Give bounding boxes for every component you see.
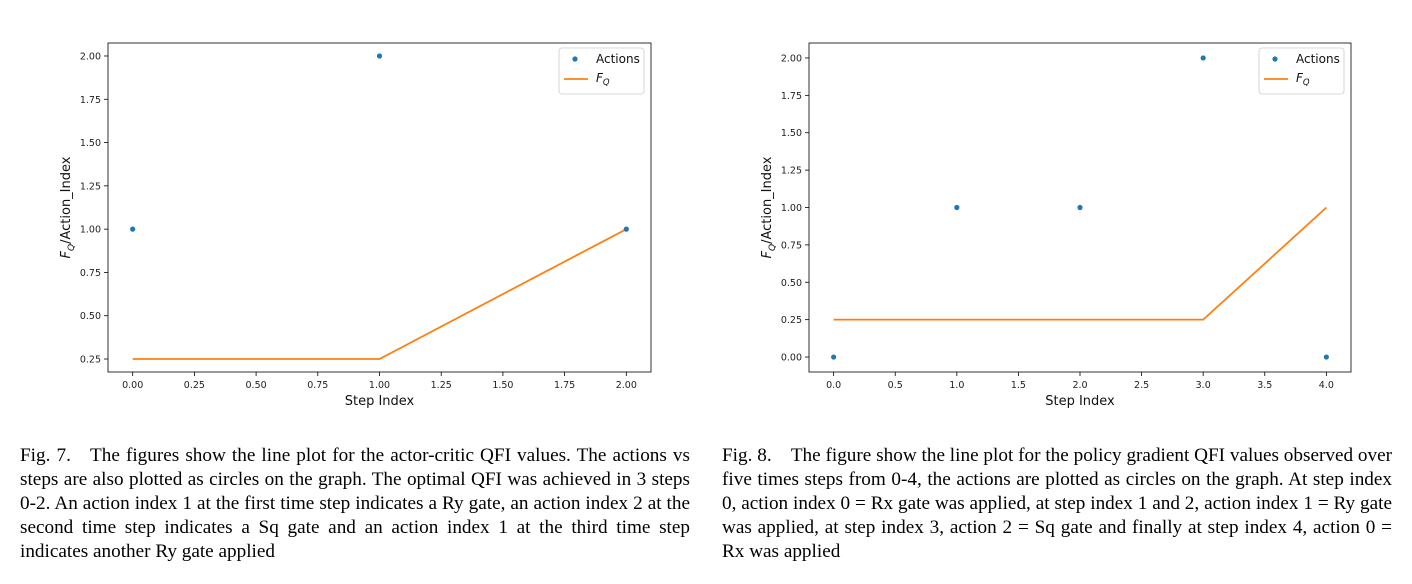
legend-label-fq: FQ	[596, 71, 610, 88]
legend-box	[558, 47, 645, 95]
x-tick-label: 0.00	[122, 380, 143, 391]
legend-label-actions: Actions	[1296, 52, 1340, 66]
action-point	[130, 226, 136, 232]
y-axis-label-rest: /Action_Index	[760, 156, 775, 244]
y-tick-label: 0.75	[781, 240, 802, 251]
y-axis-label-main: F	[59, 250, 74, 258]
x-tick-label: 1.75	[554, 380, 575, 391]
x-tick-label: 4.0	[1319, 380, 1334, 391]
x-tick-label: 2.0	[1072, 380, 1087, 391]
x-tick-label: 3.0	[1196, 380, 1211, 391]
chart-actor-critic: 0.00 0.25 0.50 0.75 1.00 1.25 1.50 1.75 2.00 0.25…	[59, 42, 652, 409]
y-tick-label: 0.25	[781, 315, 802, 326]
x-tick-label: 1.00	[369, 380, 390, 391]
y-tick-label: 0.00	[781, 353, 802, 364]
y-tick-label: 1.50	[80, 138, 101, 149]
y-axis-label-sub: Q	[768, 244, 778, 251]
action-point	[1077, 204, 1083, 211]
legend-marker-actions	[1272, 56, 1278, 62]
y-tick-label: 1.00	[781, 203, 802, 214]
y-tick-label: 1.75	[781, 91, 802, 102]
legend-box	[1258, 47, 1345, 95]
chart-policy-gradient: 0.0 0.5 1.0 1.5 2.0 2.5 3.0 3.5 4.0 0.00 0.25 0.50 0…	[760, 42, 1352, 409]
legend-label-fq: FQ	[1296, 71, 1310, 88]
legend-label-fq-main: F	[1296, 71, 1304, 85]
x-tick-label: 1.5	[1011, 380, 1026, 391]
y-axis-label-sub: Q	[67, 244, 77, 251]
figure-8: 0.0 0.5 1.0 1.5 2.0 2.5 3.0 3.5 4.0 0.00 0.25 0.50 0…	[706, 0, 1412, 584]
figure-7: 0.00 0.25 0.50 0.75 1.00 1.25 1.50 1.75 2.00 0.25…	[20, 42, 690, 562]
y-axis-label: FQ/Action_Index	[760, 156, 778, 258]
x-tick-label: 0.25	[184, 380, 205, 391]
y-tick-label: 2.00	[80, 51, 101, 62]
x-tick-label: 2.5	[1134, 380, 1149, 391]
legend-label-fq-sub: Q	[603, 78, 610, 88]
action-point	[1200, 55, 1206, 61]
y-tick-label: 0.75	[80, 268, 101, 279]
y-tick-label: 1.00	[80, 225, 101, 236]
x-tick-label: 1.50	[492, 380, 513, 391]
x-tick-label: 2.00	[616, 380, 637, 391]
action-point	[831, 354, 837, 360]
action-point	[623, 226, 629, 232]
action-point	[954, 204, 960, 211]
action-point	[1323, 354, 1329, 360]
y-tick-label: 2.00	[781, 53, 802, 64]
x-tick-label: 0.0	[826, 380, 841, 391]
y-axis-label-rest: /Action_Index	[59, 156, 74, 244]
y-tick-label: 1.75	[80, 95, 101, 106]
x-axis-label: Step Index	[1045, 394, 1115, 409]
x-axis-label: Step Index	[345, 394, 415, 409]
y-axis-label-main: F	[760, 250, 775, 258]
legend-label-fq-main: F	[596, 71, 604, 85]
figure-8-caption: Fig. 8. The figure show the line plot fo…	[722, 445, 1392, 562]
legend-label-fq-sub: Q	[1303, 78, 1310, 88]
fq-line	[132, 228, 627, 360]
legend-label-actions: Actions	[596, 52, 640, 66]
y-tick-label: 0.25	[80, 355, 101, 366]
y-tick-label: 1.25	[781, 166, 802, 177]
fq-line	[833, 206, 1327, 321]
y-tick-label: 0.50	[80, 311, 101, 322]
y-tick-label: 1.50	[781, 128, 802, 139]
y-tick-label: 1.25	[80, 181, 101, 192]
x-tick-label: 1.0	[949, 380, 964, 391]
x-tick-label: 3.5	[1257, 380, 1272, 391]
action-point	[376, 53, 383, 59]
y-axis-label: FQ/Action_Index	[59, 156, 77, 258]
x-tick-label: 0.50	[246, 380, 267, 391]
y-tick-label: 0.50	[781, 278, 802, 289]
figure-7-caption: Fig. 7. The figures show the line plot f…	[20, 445, 690, 562]
x-tick-label: 1.25	[431, 380, 452, 391]
x-tick-label: 0.5	[888, 380, 903, 391]
x-tick-label: 0.75	[307, 380, 328, 391]
legend-marker-actions	[572, 56, 578, 62]
